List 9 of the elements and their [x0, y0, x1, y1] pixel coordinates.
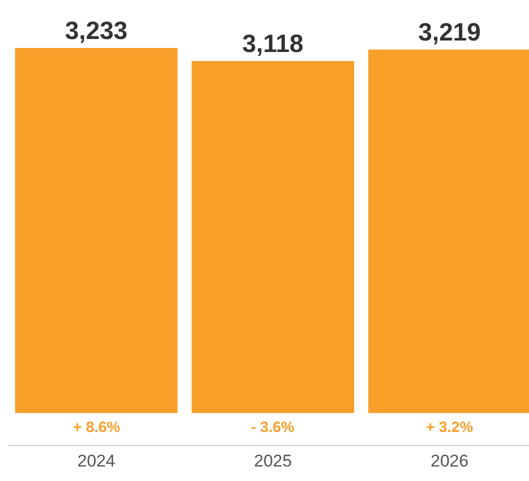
text: + 8.6% — [73, 419, 120, 436]
text: - 3.6% — [251, 419, 294, 436]
x-tick-label: 2025 — [254, 451, 292, 470]
data-label: 3,219 — [418, 18, 481, 47]
x-tick-label: 2026 — [430, 451, 468, 470]
data-label: 3,118 — [242, 30, 304, 58]
text: + 3.2% — [426, 419, 474, 436]
x-tick-label: 2024 — [77, 451, 116, 470]
data-label: 3,233 — [65, 17, 128, 45]
